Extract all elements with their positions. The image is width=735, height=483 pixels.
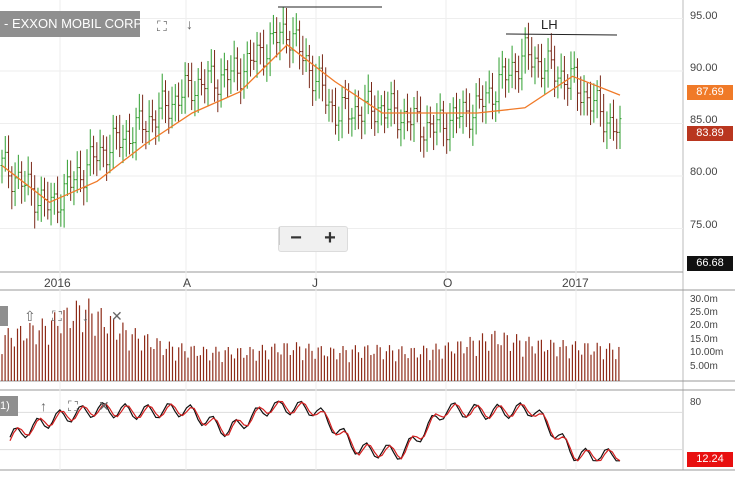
x-axis-label: O — [443, 276, 453, 290]
oscillator-axis-label: 80 — [690, 397, 702, 408]
zoom-control: − + — [278, 226, 348, 252]
arrow-down-icon[interactable]: ↓ — [186, 16, 193, 32]
price-axis-label: 85.00 — [690, 114, 718, 126]
volume-axis-label: 30.0m — [690, 294, 718, 305]
last-price-tag: 83.89 — [687, 126, 733, 141]
moving-average-line — [1, 43, 621, 204]
fullscreen-icon[interactable]: ⛶ — [52, 308, 62, 324]
annotation-lh: LH — [541, 17, 558, 32]
volume-panel-tag — [0, 306, 8, 326]
oscillator-label: 1) — [0, 396, 18, 416]
zoom-in-button[interactable]: + — [324, 227, 336, 249]
price-axis-label: 95.00 — [690, 10, 718, 22]
oscillator-d-line — [9, 400, 621, 462]
volume-axis-label: 5.00m — [690, 361, 718, 372]
volume-axis-label: 15.0m — [690, 334, 718, 345]
x-axis-label: 2017 — [562, 276, 589, 290]
move-up-icon[interactable]: ↑ — [40, 398, 47, 414]
zoom-out-button[interactable]: − — [290, 227, 302, 249]
x-axis-label: 2016 — [44, 276, 71, 290]
symbol-label: - EXXON MOBIL CORP — [0, 11, 142, 37]
close-icon[interactable]: ✕ — [111, 308, 123, 324]
close-icon[interactable]: ✕ — [98, 398, 110, 414]
price-axis-label: 90.00 — [690, 62, 718, 74]
move-up-icon[interactable]: ⇧ — [24, 308, 36, 324]
x-axis-label: A — [183, 276, 192, 290]
lower-high-line — [505, 33, 618, 36]
oscillator-value-tag: 12.24 — [687, 452, 733, 467]
price-axis-label: 75.00 — [690, 219, 718, 231]
bottom-price-tag: 66.68 — [687, 256, 733, 271]
price-axis-label: 80.00 — [690, 166, 718, 178]
fullscreen-icon[interactable]: ⛶ — [68, 398, 78, 414]
move-down-icon[interactable]: ↓ — [82, 308, 89, 324]
zoom-divider — [279, 227, 280, 245]
oscillator-k-line — [9, 400, 620, 462]
volume-axis-label: 20.0m — [690, 320, 718, 331]
volume-axis-label: 10.00m — [690, 347, 724, 358]
ma-price-tag: 87.69 — [687, 85, 733, 100]
x-axis-label: J — [312, 276, 318, 290]
fullscreen-icon[interactable]: ⛶ — [157, 18, 167, 34]
volume-axis-label: 25.0m — [690, 307, 718, 318]
